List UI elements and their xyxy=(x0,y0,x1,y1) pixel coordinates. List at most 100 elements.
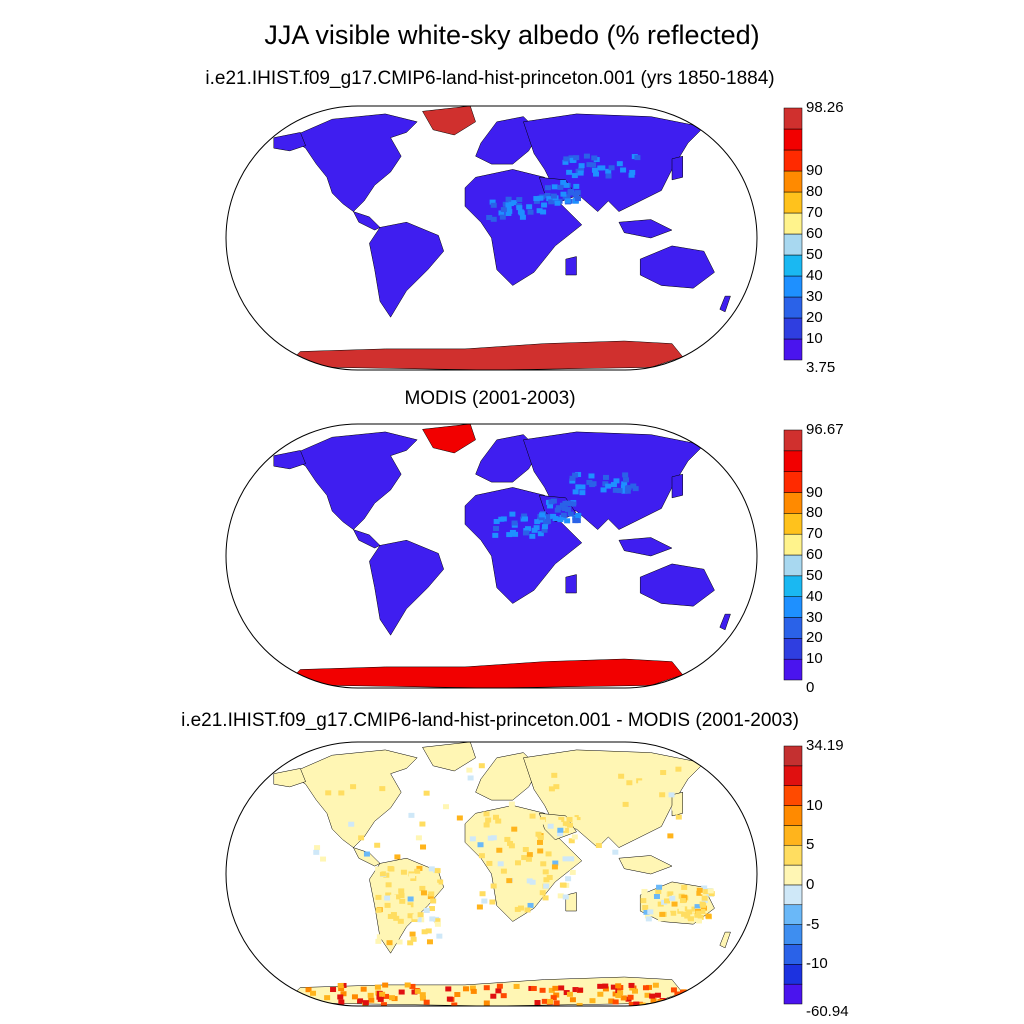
colorbar-box xyxy=(783,864,803,886)
desert-cell xyxy=(564,500,571,506)
colorbar-box xyxy=(783,944,803,965)
desert-cell xyxy=(572,472,579,478)
diff-cell xyxy=(402,908,409,914)
diff-cell xyxy=(477,842,484,848)
colorbar-box xyxy=(783,317,803,340)
diff-cell xyxy=(508,843,515,849)
diff-cell xyxy=(548,786,555,792)
diff-cell xyxy=(679,997,686,1003)
land-greenland xyxy=(422,106,476,136)
diff-cell xyxy=(404,982,411,988)
diff-cell xyxy=(532,864,539,870)
diff-cell xyxy=(383,993,390,999)
diff-cell xyxy=(523,817,530,823)
diff-cell xyxy=(551,772,558,778)
colorbar-box xyxy=(783,450,803,472)
colorbar-box xyxy=(783,844,803,866)
diff-cell xyxy=(535,831,542,837)
desert-cell xyxy=(630,483,637,489)
diff-cell xyxy=(681,894,688,900)
land-southAmerica xyxy=(369,539,444,636)
map-panel-3 xyxy=(225,741,758,1007)
diff-cell xyxy=(408,812,415,818)
colorbar-box xyxy=(783,296,803,319)
desert-cell xyxy=(583,153,590,159)
colorbar-box xyxy=(783,575,803,597)
desert-cell xyxy=(539,512,546,518)
diff-cell xyxy=(670,987,677,993)
diff-cell xyxy=(539,890,546,896)
diff-cell xyxy=(695,910,702,916)
diff-cell xyxy=(551,864,558,870)
colorbar-label: 5 xyxy=(806,836,815,854)
desert-cell xyxy=(541,524,548,530)
desert-cell xyxy=(629,169,636,175)
diff-cell xyxy=(419,992,426,998)
diff-cell xyxy=(681,911,688,917)
diff-cell xyxy=(377,884,384,890)
diff-cell xyxy=(657,916,664,922)
diff-cell xyxy=(568,856,575,862)
diff-cell xyxy=(558,848,565,854)
diff-cell xyxy=(348,821,355,827)
colorbar-label: 98.26 xyxy=(806,99,844,116)
diff-cell xyxy=(524,907,531,913)
diff-cell xyxy=(425,928,432,934)
colorbar-label: 90 xyxy=(806,162,823,179)
diff-cell xyxy=(478,853,485,859)
colorbar-box xyxy=(783,904,803,925)
desert-cell xyxy=(498,210,505,216)
diff-cell xyxy=(428,891,435,897)
diff-cell xyxy=(696,887,703,893)
diff-cell xyxy=(446,996,453,1002)
colorbar-label: 34.19 xyxy=(806,737,844,754)
diff-cell xyxy=(434,918,441,924)
diff-cell xyxy=(384,902,391,908)
diff-cell xyxy=(622,801,629,807)
colorbar-2 xyxy=(783,429,803,681)
colorbar-label: 70 xyxy=(806,204,823,221)
desert-cell xyxy=(616,161,623,167)
diff-cell xyxy=(670,910,677,916)
diff-cell xyxy=(493,814,500,820)
colorbar-label: 30 xyxy=(806,288,823,305)
colorbar-label: 30 xyxy=(806,608,823,626)
colorbar-label: 80 xyxy=(806,504,823,522)
desert-cell xyxy=(608,165,615,171)
diff-cell xyxy=(419,995,426,1001)
colorbar-label: -10 xyxy=(806,955,828,973)
desert-cell xyxy=(516,197,523,203)
diff-cell xyxy=(566,991,573,997)
diff-cell xyxy=(568,838,575,844)
diff-cell xyxy=(617,990,624,996)
diff-cell xyxy=(595,842,602,848)
desert-cell xyxy=(541,527,548,533)
colorbar-box xyxy=(783,983,803,1005)
desert-cell xyxy=(511,200,518,206)
diff-cell xyxy=(386,940,393,946)
desert-cell xyxy=(567,188,574,194)
desert-cell xyxy=(574,190,581,196)
diff-cell xyxy=(565,876,572,882)
colorbar-box xyxy=(783,785,803,806)
diff-cell xyxy=(376,934,383,940)
land-newZealand xyxy=(719,295,731,313)
land-alaska xyxy=(273,450,306,470)
diff-cell xyxy=(663,898,670,904)
map-boundary xyxy=(225,105,758,371)
diff-cell xyxy=(483,985,490,991)
diff-cell xyxy=(415,917,422,923)
diff-cell xyxy=(696,890,703,896)
diff-cell xyxy=(337,994,344,1000)
diff-cell xyxy=(362,1000,369,1006)
diff-cell xyxy=(419,885,426,891)
colorbar-box xyxy=(783,107,803,130)
diff-cell xyxy=(665,904,672,910)
colorbar-label: 10 xyxy=(806,330,823,347)
diff-cell xyxy=(642,985,649,991)
desert-cell xyxy=(578,163,585,169)
desert-cell xyxy=(509,511,516,517)
desert-cell xyxy=(544,185,551,191)
colorbar-label: 60 xyxy=(806,546,823,563)
